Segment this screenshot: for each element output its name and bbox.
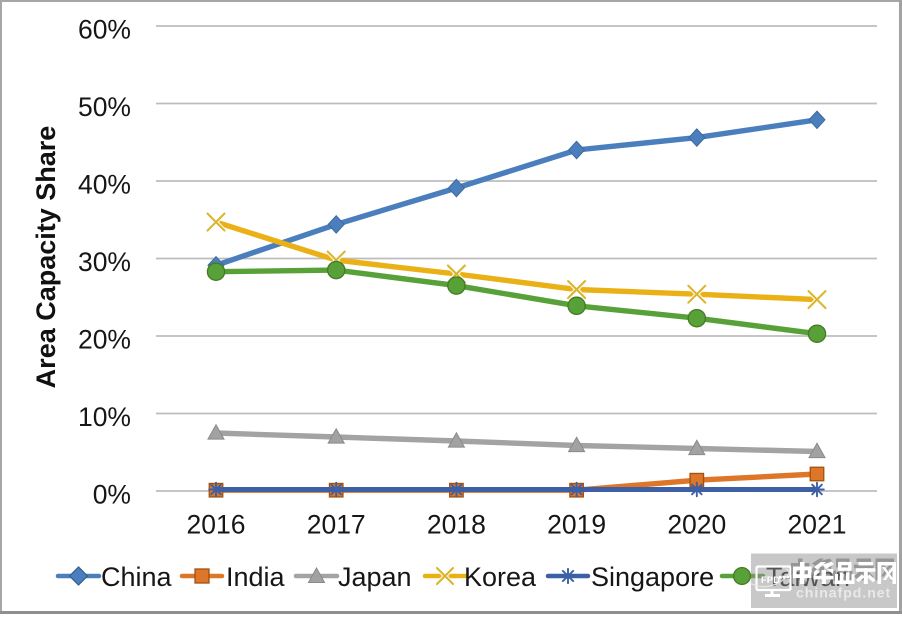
svg-text:20%: 20% bbox=[78, 325, 131, 355]
svg-text:2020: 2020 bbox=[667, 510, 726, 540]
svg-text:50%: 50% bbox=[78, 92, 131, 122]
svg-text:India: India bbox=[226, 562, 286, 592]
svg-text:2019: 2019 bbox=[547, 510, 606, 540]
svg-text:China: China bbox=[101, 562, 173, 592]
svg-text:Area Capacity Share: Area Capacity Share bbox=[31, 126, 61, 389]
svg-text:60%: 60% bbox=[78, 15, 131, 45]
svg-text:chinafpd.net: chinafpd.net bbox=[796, 585, 891, 601]
svg-text:0%: 0% bbox=[93, 480, 131, 510]
svg-text:2021: 2021 bbox=[788, 510, 847, 540]
svg-text:2018: 2018 bbox=[427, 510, 486, 540]
svg-text:Singapore: Singapore bbox=[591, 562, 714, 592]
svg-text:Japan: Japan bbox=[338, 562, 412, 592]
svg-text:2016: 2016 bbox=[187, 510, 246, 540]
svg-text:Korea: Korea bbox=[464, 562, 537, 592]
svg-text:FPD: FPD bbox=[761, 575, 780, 586]
svg-text:40%: 40% bbox=[78, 170, 131, 200]
svg-text:2017: 2017 bbox=[307, 510, 366, 540]
svg-text:10%: 10% bbox=[78, 402, 131, 432]
svg-text:30%: 30% bbox=[78, 247, 131, 277]
